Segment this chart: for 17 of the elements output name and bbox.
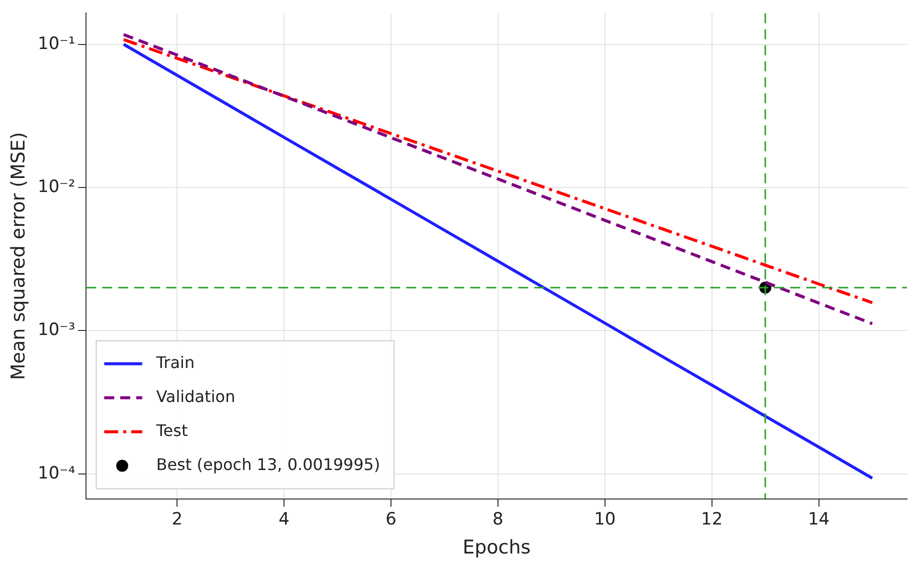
x-tick-label: 4 (278, 509, 290, 530)
x-tick-label: 2 (172, 509, 183, 530)
legend-label: Test (155, 420, 188, 440)
x-axis-title: Epochs (462, 536, 531, 559)
y-tick-label: 10⁻⁴ (38, 463, 76, 484)
y-axis-title: Mean squared error (MSE) (7, 132, 30, 380)
x-tick-label: 6 (386, 509, 396, 530)
y-tick-label: 10⁻³ (38, 320, 76, 340)
legend-label: Validation (156, 386, 236, 406)
y-tick-label: 10⁻¹ (38, 34, 76, 54)
x-tick-label: 14 (808, 509, 830, 530)
legend-label: Train (155, 352, 195, 372)
y-tick-label: 10⁻² (38, 176, 76, 197)
legend-label: Best (epoch 13, 0.0019995) (156, 454, 380, 474)
x-tick-label: 10 (594, 509, 616, 530)
x-tick-label: 12 (701, 509, 723, 530)
x-tick-label: 8 (492, 509, 504, 530)
